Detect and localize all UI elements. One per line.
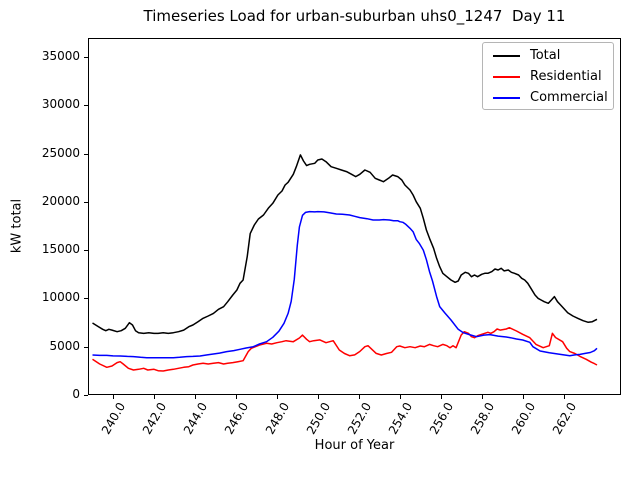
y-tick-label: 5000 bbox=[49, 338, 80, 353]
chart-title: Timeseries Load for urban-suburban uhs0_… bbox=[143, 7, 566, 25]
y-tick-label: 25000 bbox=[41, 145, 80, 160]
y-tick-mark bbox=[84, 298, 88, 300]
y-tick-mark bbox=[84, 105, 88, 107]
y-tick-mark bbox=[84, 346, 88, 348]
legend-label-residential: Residential bbox=[530, 69, 602, 84]
y-tick-label: 35000 bbox=[41, 48, 80, 63]
x-axis-label: Hour of Year bbox=[314, 438, 395, 453]
x-tick-mark bbox=[399, 395, 401, 399]
legend-label-total: Total bbox=[530, 48, 561, 63]
y-tick-label: 0 bbox=[72, 387, 80, 401]
x-tick-mark bbox=[440, 395, 442, 399]
legend-entry-residential: Residential bbox=[483, 66, 613, 87]
y-tick-mark bbox=[84, 395, 88, 396]
legend: Total Residential Commercial bbox=[482, 42, 614, 110]
residential-line-sample bbox=[493, 75, 520, 78]
y-tick-mark bbox=[84, 56, 88, 58]
legend-label-commercial: Commercial bbox=[530, 90, 608, 105]
legend-entry-total: Total bbox=[483, 45, 613, 66]
x-tick-mark bbox=[317, 395, 319, 399]
series-line-total bbox=[92, 154, 598, 335]
series-plot bbox=[92, 154, 598, 372]
x-tick-mark bbox=[154, 395, 155, 399]
commercial-line-sample bbox=[493, 96, 520, 99]
y-tick-mark bbox=[84, 153, 88, 155]
plot-area bbox=[88, 38, 621, 395]
x-tick-mark bbox=[522, 395, 524, 399]
x-tick-mark bbox=[113, 395, 114, 399]
x-tick-mark bbox=[358, 395, 360, 399]
x-tick-mark bbox=[235, 395, 237, 399]
y-tick-label: 20000 bbox=[41, 193, 80, 208]
y-tick-mark bbox=[84, 250, 88, 252]
x-tick-mark bbox=[481, 395, 483, 399]
series-line-commercial bbox=[92, 210, 598, 359]
y-tick-label: 15000 bbox=[41, 242, 80, 257]
y-tick-label: 10000 bbox=[41, 290, 80, 305]
y-tick-mark bbox=[84, 201, 88, 203]
x-tick-mark bbox=[194, 395, 196, 399]
legend-entry-commercial: Commercial bbox=[483, 87, 613, 108]
total-line-sample bbox=[493, 54, 520, 57]
y-tick-label: 30000 bbox=[41, 97, 80, 112]
x-tick-mark bbox=[563, 395, 565, 399]
series-line-residential bbox=[92, 326, 598, 372]
x-tick-mark bbox=[276, 395, 278, 399]
